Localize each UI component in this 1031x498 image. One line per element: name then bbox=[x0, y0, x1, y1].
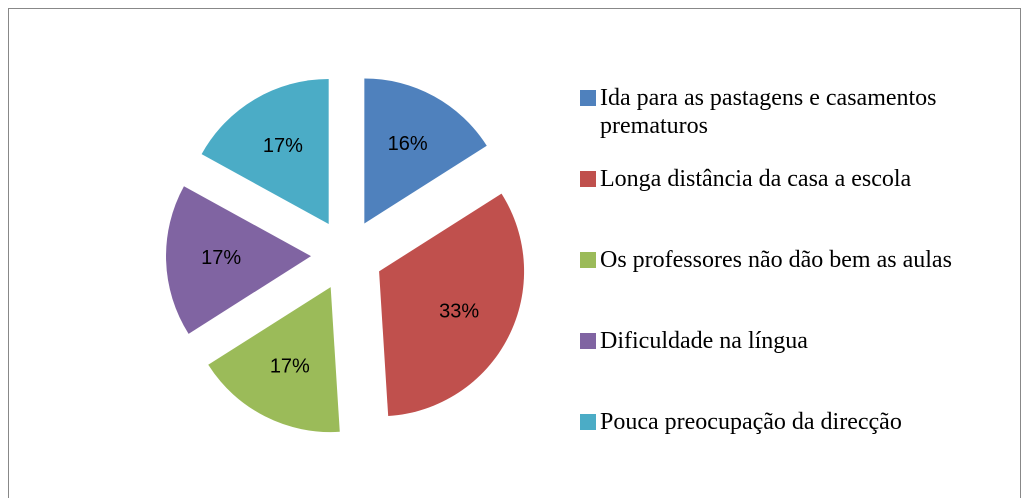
chart-frame bbox=[8, 8, 1021, 498]
legend-swatch bbox=[580, 171, 596, 187]
legend: Ida para as pastagens e casamentos prema… bbox=[580, 84, 1000, 489]
legend-label: Os professores não dão bem as aulas bbox=[600, 247, 952, 273]
pie-slice bbox=[208, 287, 340, 433]
legend-item: Ida para as pastagens e casamentos prema… bbox=[580, 84, 1000, 165]
data-label: 17% bbox=[270, 355, 310, 377]
legend-swatch bbox=[580, 90, 596, 106]
pie-slice bbox=[379, 193, 525, 417]
legend-item: Pouca preocupação da direcção bbox=[580, 408, 1000, 489]
legend-item: Dificuldade na língua bbox=[580, 327, 1000, 408]
legend-label: Ida para as pastagens e casamentos prema… bbox=[600, 85, 937, 139]
data-label: 16% bbox=[388, 133, 428, 155]
legend-label: Dificuldade na língua bbox=[600, 328, 808, 354]
legend-label: Pouca preocupação da direcção bbox=[600, 409, 902, 435]
chart: 16% 33% 17% 17% 17% bbox=[166, 78, 525, 433]
legend-swatch bbox=[580, 414, 596, 430]
legend-item: Os professores não dão bem as aulas bbox=[580, 246, 1000, 327]
legend-item: Longa distância da casa a escola bbox=[580, 165, 1000, 246]
pie-slice bbox=[166, 186, 312, 334]
pie-slice bbox=[364, 78, 487, 224]
data-label: 17% bbox=[263, 135, 303, 157]
legend-swatch bbox=[580, 333, 596, 349]
data-label: 17% bbox=[201, 247, 241, 269]
legend-swatch bbox=[580, 252, 596, 268]
data-label: 33% bbox=[439, 300, 479, 322]
legend-label: Longa distância da casa a escola bbox=[600, 166, 912, 192]
pie-slice bbox=[201, 79, 329, 225]
